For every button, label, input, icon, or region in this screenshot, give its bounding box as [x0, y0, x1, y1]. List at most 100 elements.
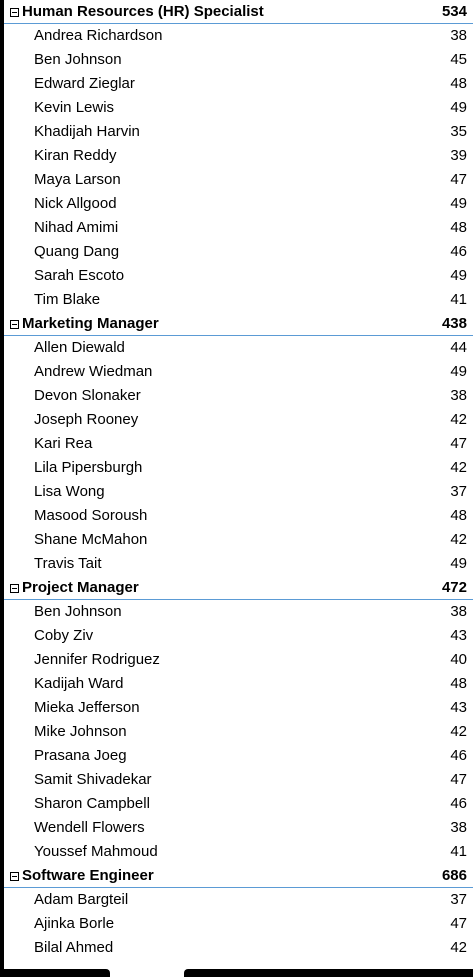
list-item[interactable]: Travis Tait 49 [4, 552, 473, 576]
item-value: 48 [450, 507, 467, 524]
item-name: Andrew Wiedman [34, 363, 153, 380]
item-name: Sharon Campbell [34, 795, 150, 812]
item-name: Kevin Lewis [34, 99, 115, 116]
list-item[interactable]: Tim Blake 41 [4, 288, 473, 312]
item-value: 49 [450, 267, 467, 284]
sheet-tab-bar-left[interactable] [4, 969, 110, 977]
list-item[interactable]: Sharon Campbell 46 [4, 792, 473, 816]
collapse-minus-icon[interactable] [10, 584, 19, 593]
list-item[interactable]: Lila Pipersburgh 42 [4, 456, 473, 480]
list-item[interactable]: Andrew Wiedman 49 [4, 360, 473, 384]
item-value: 46 [450, 747, 467, 764]
item-value: 42 [450, 531, 467, 548]
item-value: 37 [450, 483, 467, 500]
collapse-minus-icon[interactable] [10, 8, 19, 17]
list-item[interactable]: Allen Diewald 44 [4, 336, 473, 360]
item-value: 38 [450, 27, 467, 44]
item-name: Masood Soroush [34, 507, 148, 524]
list-item[interactable]: Devon Slonaker 38 [4, 384, 473, 408]
item-name: Khadijah Harvin [34, 123, 140, 140]
list-item[interactable]: Prasana Joeg 46 [4, 744, 473, 768]
list-item[interactable]: Nick Allgood 49 [4, 192, 473, 216]
item-value: 35 [450, 123, 467, 140]
list-item[interactable]: Ajinka Borle 47 [4, 912, 473, 936]
item-name: Lila Pipersburgh [34, 459, 143, 476]
list-item[interactable]: Mike Johnson 42 [4, 720, 473, 744]
list-item[interactable]: Sarah Escoto 49 [4, 264, 473, 288]
group-label: Human Resources (HR) Specialist [22, 3, 264, 20]
list-item[interactable]: Khadijah Harvin 35 [4, 120, 473, 144]
list-item[interactable]: Mieka Jefferson 43 [4, 696, 473, 720]
list-item[interactable]: Lisa Wong 37 [4, 480, 473, 504]
item-name: Edward Zieglar [34, 75, 135, 92]
item-name: Maya Larson [34, 171, 121, 188]
list-item[interactable]: Bilal Ahmed 42 [4, 936, 473, 960]
list-item[interactable]: Samit Shivadekar 47 [4, 768, 473, 792]
list-item[interactable]: Coby Ziv 43 [4, 624, 473, 648]
list-item[interactable]: Joseph Rooney 42 [4, 408, 473, 432]
item-name: Jennifer Rodriguez [34, 651, 160, 668]
item-name: Kiran Reddy [34, 147, 117, 164]
item-name: Joseph Rooney [34, 411, 139, 428]
item-value: 46 [450, 795, 467, 812]
item-name: Bilal Ahmed [34, 939, 114, 956]
item-name: Devon Slonaker [34, 387, 141, 404]
item-value: 48 [450, 675, 467, 692]
group-total: 534 [441, 3, 467, 20]
group-row[interactable]: Project Manager 472 [4, 576, 473, 600]
collapse-minus-icon[interactable] [10, 320, 19, 329]
item-value: 38 [450, 819, 467, 836]
item-value: 49 [450, 99, 467, 116]
group-label: Project Manager [22, 579, 139, 596]
item-name: Wendell Flowers [34, 819, 145, 836]
item-value: 43 [450, 627, 467, 644]
list-item[interactable]: Kiran Reddy 39 [4, 144, 473, 168]
collapse-minus-icon[interactable] [10, 872, 19, 881]
item-value: 46 [450, 243, 467, 260]
item-value: 42 [450, 411, 467, 428]
item-value: 49 [450, 195, 467, 212]
item-value: 49 [450, 363, 467, 380]
list-item[interactable]: Masood Soroush 48 [4, 504, 473, 528]
item-name: Samit Shivadekar [34, 771, 152, 788]
item-value: 40 [450, 651, 467, 668]
list-item[interactable]: Andrea Richardson 38 [4, 24, 473, 48]
list-item[interactable]: Maya Larson 47 [4, 168, 473, 192]
item-name: Coby Ziv [34, 627, 94, 644]
list-item[interactable]: Jennifer Rodriguez 40 [4, 648, 473, 672]
item-name: Lisa Wong [34, 483, 105, 500]
item-value: 44 [450, 339, 467, 356]
item-name: Sarah Escoto [34, 267, 125, 284]
item-name: Ben Johnson [34, 603, 122, 620]
item-name: Adam Bargteil [34, 891, 129, 908]
list-item[interactable]: Kadijah Ward 48 [4, 672, 473, 696]
item-value: 42 [450, 459, 467, 476]
item-name: Prasana Joeg [34, 747, 127, 764]
list-item[interactable]: Adam Bargteil 37 [4, 888, 473, 912]
group-row[interactable]: Human Resources (HR) Specialist 534 [4, 0, 473, 24]
list-item[interactable]: Edward Zieglar 48 [4, 72, 473, 96]
list-item[interactable]: Youssef Mahmoud 41 [4, 840, 473, 864]
item-value: 37 [450, 891, 467, 908]
group-row[interactable]: Marketing Manager 438 [4, 312, 473, 336]
item-name: Quang Dang [34, 243, 120, 260]
list-item[interactable]: Shane McMahon 42 [4, 528, 473, 552]
list-item[interactable]: Wendell Flowers 38 [4, 816, 473, 840]
list-item[interactable]: Ben Johnson 45 [4, 48, 473, 72]
item-value: 38 [450, 387, 467, 404]
list-item[interactable]: Quang Dang 46 [4, 240, 473, 264]
group-total: 472 [441, 579, 467, 596]
list-item[interactable]: Ben Johnson 38 [4, 600, 473, 624]
item-name: Travis Tait [34, 555, 102, 572]
item-value: 43 [450, 699, 467, 716]
item-name: Andrea Richardson [34, 27, 163, 44]
sheet-tab-bar-right[interactable] [184, 969, 473, 977]
item-name: Mieka Jefferson [34, 699, 140, 716]
item-value: 47 [450, 171, 467, 188]
list-item[interactable]: Kari Rea 47 [4, 432, 473, 456]
list-item[interactable]: Nihad Amimi 48 [4, 216, 473, 240]
item-value: 48 [450, 75, 467, 92]
group-row[interactable]: Software Engineer 686 [4, 864, 473, 888]
list-item[interactable]: Kevin Lewis 49 [4, 96, 473, 120]
item-name: Nick Allgood [34, 195, 117, 212]
